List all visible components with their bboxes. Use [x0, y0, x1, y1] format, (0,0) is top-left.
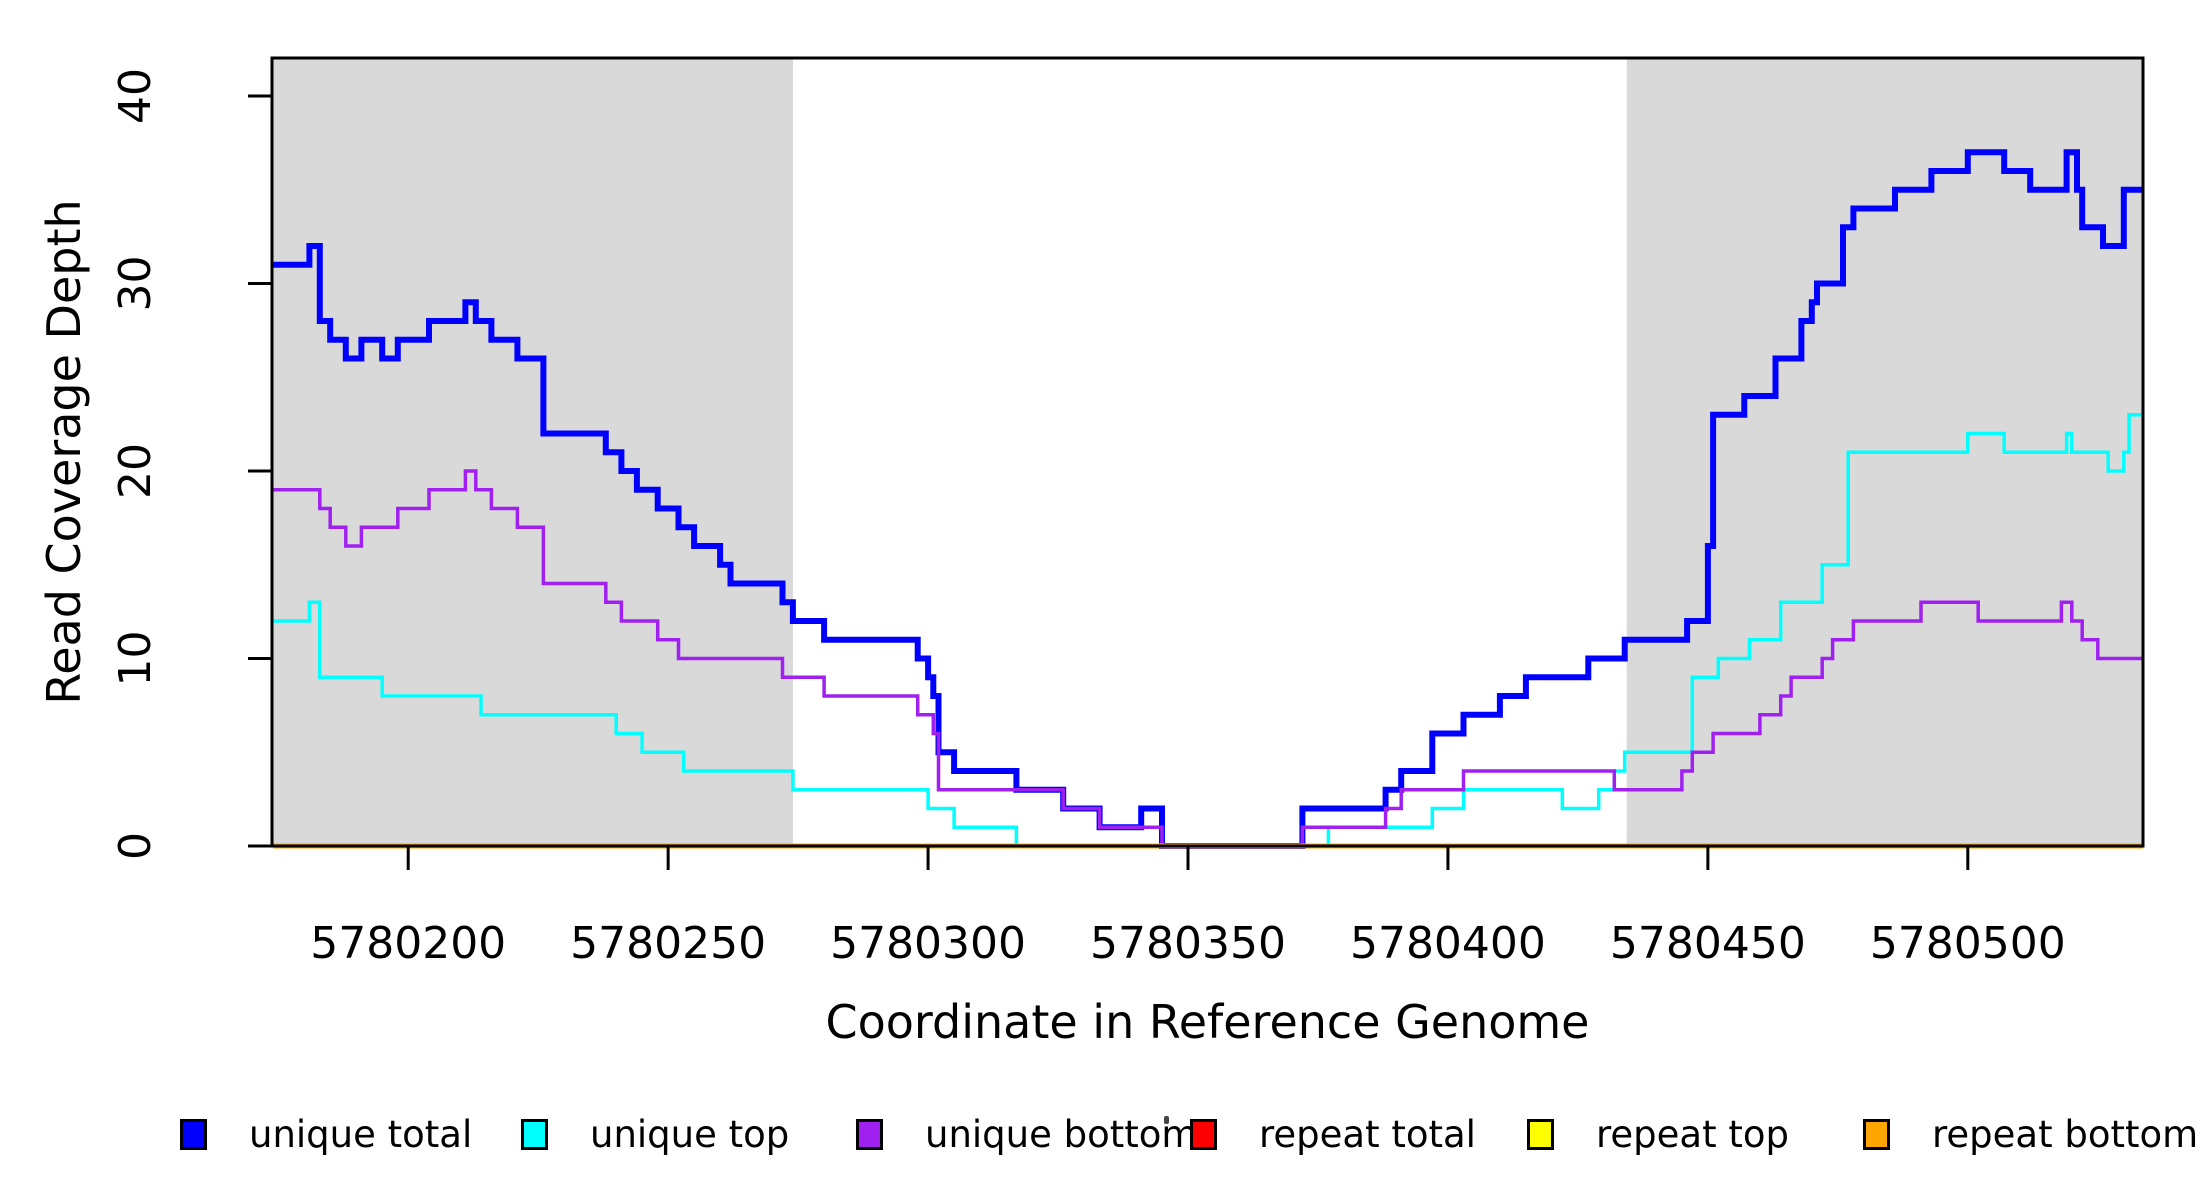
x-tick-label: 5780350: [1090, 918, 1286, 969]
legend-label: repeat total: [1259, 1112, 1476, 1156]
x-tick-label: 5780400: [1350, 918, 1546, 969]
legend-label: repeat bottom: [1932, 1112, 2199, 1156]
x-tick-label: 5780200: [310, 918, 506, 969]
legend-label: repeat top: [1596, 1112, 1789, 1156]
plot-border: [270, 56, 2145, 848]
legend-label: unique total: [249, 1112, 473, 1156]
legend-swatch-icon: [856, 1118, 883, 1150]
legend-item-repeat-top: repeat top: [1527, 1108, 1789, 1160]
legend-label: unique top: [590, 1112, 790, 1156]
legend-item-unique-total: unique total: [180, 1108, 472, 1160]
y-tick-label: 0: [110, 832, 161, 860]
legend-label: unique bottom: [925, 1112, 1198, 1156]
y-tick-label: 10: [110, 631, 161, 687]
y-tick-label: 20: [110, 443, 161, 499]
y-axis-title: Read Coverage Depth: [37, 199, 91, 704]
legend-swatch-icon: [1190, 1118, 1217, 1150]
legend-swatch-icon: [1863, 1118, 1890, 1150]
legend-item-repeat-bottom: repeat bottom: [1863, 1108, 2198, 1160]
legend-swatch-icon: [180, 1118, 207, 1150]
x-tick-label: 5780250: [570, 918, 766, 969]
legend-swatch-icon: [1527, 1118, 1554, 1150]
x-tick-label: 5780300: [830, 918, 1026, 969]
legend-item-unique-top: unique top: [521, 1108, 789, 1160]
y-tick-label: 30: [110, 256, 161, 312]
x-tick-label: 5780500: [1870, 918, 2066, 969]
series-line-unique-top: [273, 413, 2143, 848]
legend-artifact-dot: [1164, 1116, 1169, 1124]
y-tick-label: 40: [110, 68, 161, 124]
legend-item-unique-bottom: unique bottom: [856, 1108, 1197, 1160]
series-line-unique-bottom: [273, 469, 2143, 848]
legend-swatch-icon: [521, 1118, 548, 1150]
x-axis-title: Coordinate in Reference Genome: [826, 995, 1590, 1049]
legend: unique total unique top unique bottom repea…: [0, 1108, 2200, 1168]
legend-item-repeat-total: repeat total: [1190, 1108, 1476, 1160]
shaded-region-left: [272, 58, 793, 846]
x-tick-label: 5780450: [1610, 918, 1806, 969]
